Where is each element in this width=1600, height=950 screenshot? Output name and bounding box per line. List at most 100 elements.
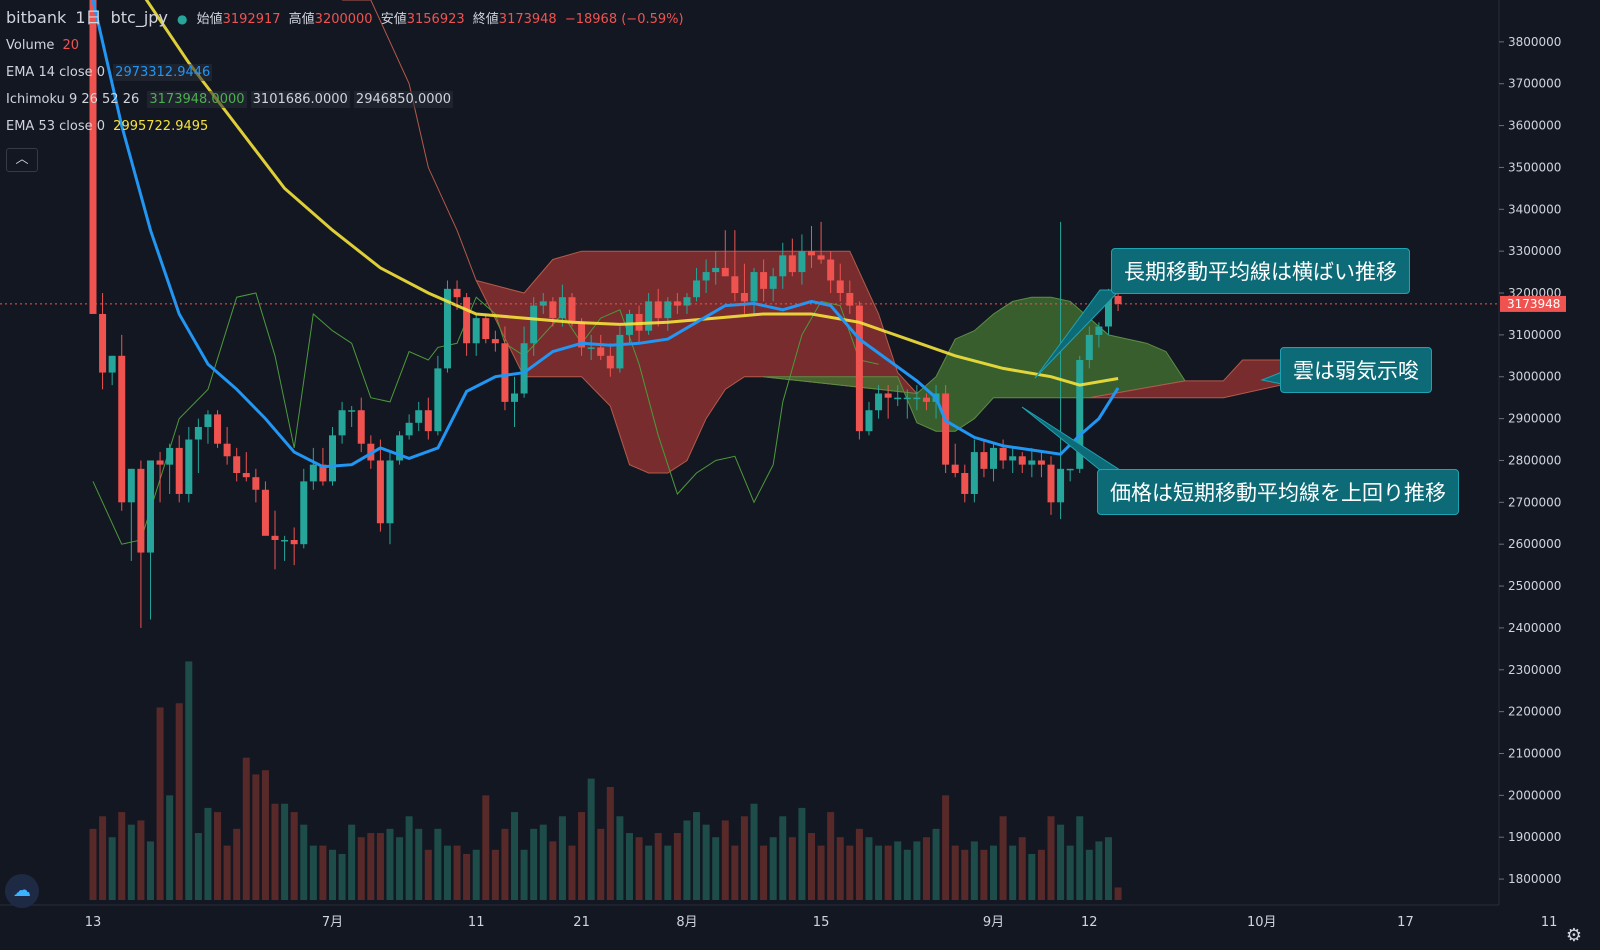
- candle: [913, 385, 921, 411]
- candle: [788, 238, 796, 277]
- settings-gear-icon[interactable]: ⚙: [1565, 925, 1582, 946]
- candle-body: [252, 477, 260, 490]
- ichimoku-legend[interactable]: Ichimoku 9 26 52 26 3173948.0000 3101686…: [6, 89, 454, 111]
- volume-bar: [261, 770, 269, 900]
- candle: [951, 443, 959, 478]
- candle: [578, 318, 586, 356]
- candle-body: [233, 456, 241, 474]
- high-value: 3200000: [314, 12, 373, 27]
- candle: [539, 293, 547, 314]
- volume-legend[interactable]: Volume 20: [6, 35, 83, 57]
- volume-bar: [846, 845, 854, 900]
- ema53-legend[interactable]: EMA 53 close 0 2995722.9495: [6, 116, 212, 138]
- candle: [290, 527, 298, 566]
- candle-body: [530, 305, 538, 344]
- candle: [731, 230, 739, 302]
- candle-body: [865, 410, 873, 432]
- price-tick-label: 3500000: [1508, 160, 1561, 174]
- price-tick-label: 3600000: [1508, 119, 1561, 133]
- candle-body: [1009, 456, 1017, 461]
- volume-bar: [1114, 887, 1122, 900]
- candle: [242, 452, 250, 482]
- price-tick-label: 3800000: [1508, 35, 1561, 49]
- candle-body: [587, 347, 595, 349]
- candle-body: [961, 473, 969, 494]
- candle: [942, 385, 950, 474]
- callout-long-ma: 長期移動平均線は横ばい推移: [1111, 248, 1410, 294]
- candle: [693, 267, 701, 302]
- volume-bar: [903, 849, 911, 900]
- candle: [511, 376, 519, 427]
- candle: [118, 334, 126, 511]
- candle: [127, 468, 135, 561]
- candle: [233, 447, 241, 482]
- exchange-name: bitbank: [6, 8, 67, 27]
- volume-bar: [290, 812, 298, 900]
- ema14-legend[interactable]: EMA 14 close 0 2973312.9446: [6, 62, 216, 84]
- volume-bar: [558, 816, 566, 900]
- candle-body: [913, 397, 921, 400]
- volume-bar: [645, 845, 653, 900]
- price-tick-label: 3100000: [1508, 328, 1561, 342]
- price-tick-label: 3000000: [1508, 370, 1561, 384]
- callout-price: 価格は短期移動平均線を上回り推移: [1097, 469, 1459, 515]
- volume-bar: [568, 845, 576, 900]
- volume-bar: [1095, 841, 1103, 900]
- volume-bar: [233, 828, 241, 900]
- candle-body: [405, 422, 413, 436]
- candle-body: [415, 410, 423, 423]
- time-tick-label: 8月: [676, 915, 697, 930]
- candle: [846, 280, 854, 314]
- candle: [194, 418, 202, 474]
- candle: [654, 288, 662, 327]
- candle-body: [597, 347, 605, 356]
- candle-body: [166, 447, 174, 465]
- candle-body: [539, 301, 547, 306]
- price-tick-label: 3400000: [1508, 202, 1561, 216]
- volume-bar: [127, 824, 135, 900]
- candle-body: [606, 355, 614, 369]
- volume-bar: [750, 803, 758, 900]
- price-tick-label: 2400000: [1508, 621, 1561, 635]
- candle: [1018, 452, 1026, 474]
- volume-bar: [376, 833, 384, 900]
- price-tick-label: 2700000: [1508, 495, 1561, 509]
- ichimoku-value-1: 3173948.0000: [147, 91, 247, 108]
- candle-body: [223, 443, 231, 457]
- callout-pointers: [1021, 289, 1283, 471]
- time-tick-label: 17: [1397, 915, 1414, 930]
- candle: [214, 410, 222, 448]
- candle: [261, 481, 269, 536]
- candle-body: [1018, 456, 1026, 465]
- ichimoku-cloud: [342, 0, 1320, 474]
- candle: [386, 452, 394, 545]
- candle: [664, 297, 672, 331]
- candle-body: [281, 540, 289, 542]
- collapse-legend-button[interactable]: ︿: [6, 148, 38, 172]
- volume-bar: [970, 841, 978, 900]
- candle: [817, 221, 825, 264]
- candle-body: [242, 473, 250, 478]
- candle-body: [214, 414, 222, 444]
- price-tick-label: 2800000: [1508, 453, 1561, 467]
- candle: [587, 334, 595, 360]
- volume-bar: [1028, 853, 1036, 900]
- symbol-header[interactable]: bitbank 1日 btc_jpy ● 始値3192917 高値3200000…: [6, 7, 692, 29]
- candle: [300, 468, 308, 549]
- change-value: −18968 (−0.59%): [564, 12, 684, 27]
- candle-body: [779, 255, 787, 277]
- time-tick-label: 11: [468, 915, 485, 930]
- volume-bar: [664, 845, 672, 900]
- volume-bar: [348, 824, 356, 900]
- volume-bar: [788, 837, 796, 900]
- tradingview-logo-icon[interactable]: ☁: [5, 874, 39, 908]
- candle-body: [99, 313, 107, 373]
- volume-bar: [894, 841, 902, 900]
- volume-bar: [827, 812, 835, 900]
- time-tick-label: 7月: [322, 915, 343, 930]
- volume-bar: [990, 845, 998, 900]
- volume-bar: [511, 812, 519, 900]
- candle: [146, 460, 154, 620]
- candle: [712, 251, 720, 285]
